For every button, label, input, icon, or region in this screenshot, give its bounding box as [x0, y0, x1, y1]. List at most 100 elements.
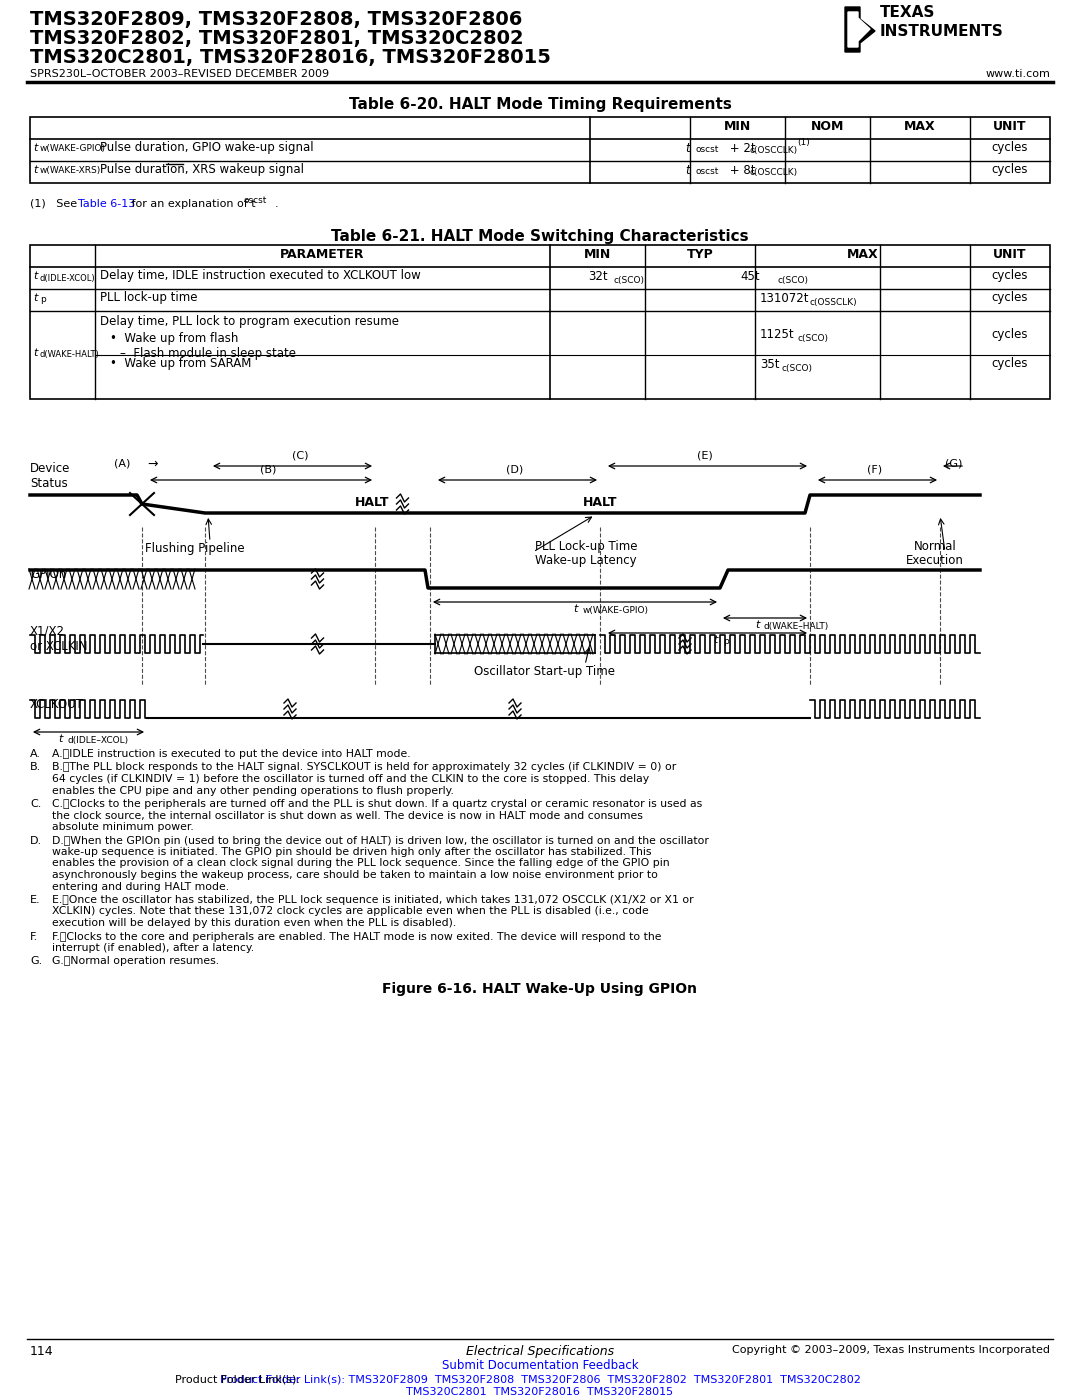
- Text: enables the CPU pipe and any other pending operations to flush properly.: enables the CPU pipe and any other pendi…: [52, 785, 454, 795]
- Text: G.	Normal operation resumes.: G. Normal operation resumes.: [52, 957, 219, 967]
- Text: G.: G.: [30, 957, 42, 967]
- Text: + 2t: + 2t: [726, 141, 755, 155]
- Text: MAX: MAX: [904, 120, 935, 133]
- Text: Table 6-20. HALT Mode Timing Requirements: Table 6-20. HALT Mode Timing Requirement…: [349, 96, 731, 112]
- Polygon shape: [845, 7, 875, 52]
- Text: c(SCO): c(SCO): [797, 334, 828, 344]
- Text: c(OSCCLK): c(OSCCLK): [750, 145, 798, 155]
- Text: TYP: TYP: [687, 247, 714, 260]
- Text: execution will be delayed by this duration even when the PLL is disabled).: execution will be delayed by this durati…: [52, 918, 456, 928]
- Text: →: →: [147, 457, 158, 471]
- Text: MIN: MIN: [584, 247, 611, 260]
- Text: Oscillator Start-up Time: Oscillator Start-up Time: [474, 665, 616, 678]
- Text: t: t: [685, 141, 690, 155]
- Text: t: t: [33, 165, 38, 175]
- Text: PARAMETER: PARAMETER: [280, 247, 365, 260]
- Text: Product Folder Link(s):: Product Folder Link(s):: [175, 1375, 300, 1384]
- Text: absolute minimum power.: absolute minimum power.: [52, 821, 193, 833]
- Text: C.	Clocks to the peripherals are turned off and the PLL is shut down. If a quart: C. Clocks to the peripherals are turned …: [52, 799, 702, 809]
- Text: X1/X2
or XCLKIN: X1/X2 or XCLKIN: [30, 624, 87, 652]
- Text: cycles: cycles: [991, 358, 1028, 370]
- Text: (F): (F): [867, 465, 882, 475]
- Text: E.	Once the oscillator has stabilized, the PLL lock sequence is initiated, which: E. Once the oscillator has stabilized, t…: [52, 895, 693, 905]
- Text: 131072t: 131072t: [760, 292, 810, 305]
- Text: Pulse duration, GPIO wake-up signal: Pulse duration, GPIO wake-up signal: [100, 141, 313, 155]
- Text: p: p: [723, 637, 729, 645]
- Text: oscst: oscst: [696, 145, 719, 155]
- Text: MAX: MAX: [847, 247, 878, 260]
- Text: t: t: [756, 620, 760, 630]
- Text: oscst: oscst: [696, 168, 719, 176]
- Text: w(WAKE-GPIO): w(WAKE-GPIO): [40, 144, 106, 152]
- Text: TMS320C2801, TMS320F28016, TMS320F28015: TMS320C2801, TMS320F28016, TMS320F28015: [30, 47, 551, 67]
- Text: TEXAS
INSTRUMENTS: TEXAS INSTRUMENTS: [880, 6, 1003, 39]
- Bar: [30, 117, 1050, 183]
- Text: D.	When the GPIOn pin (used to bring the device out of HALT) is driven low, the : D. When the GPIOn pin (used to bring the…: [52, 835, 708, 845]
- Text: t: t: [33, 142, 38, 154]
- Text: cycles: cycles: [991, 270, 1028, 282]
- Text: (D): (D): [507, 465, 524, 475]
- Text: enables the provision of a clean clock signal during the PLL lock sequence. Sinc: enables the provision of a clean clock s…: [52, 859, 670, 869]
- Text: TMS320F2809, TMS320F2808, TMS320F2806: TMS320F2809, TMS320F2808, TMS320F2806: [30, 10, 523, 29]
- Text: www.ti.com: www.ti.com: [985, 68, 1050, 80]
- Text: F.: F.: [30, 932, 38, 942]
- Text: XCLKOUT: XCLKOUT: [30, 697, 84, 711]
- Text: 35t: 35t: [760, 358, 780, 370]
- Text: w(WAKE-XRS): w(WAKE-XRS): [40, 165, 102, 175]
- Text: F.	Clocks to the core and peripherals are enabled. The HALT mode is now exited. : F. Clocks to the core and peripherals ar…: [52, 932, 661, 942]
- Text: (A): (A): [113, 460, 131, 469]
- Text: Delay time, PLL lock to program execution resume: Delay time, PLL lock to program executio…: [100, 314, 399, 328]
- Text: c(OSSCLK): c(OSSCLK): [810, 298, 858, 306]
- Text: 1125t: 1125t: [760, 328, 795, 341]
- Bar: [30, 244, 1050, 400]
- Text: MIN: MIN: [724, 120, 751, 133]
- Text: Execution: Execution: [906, 555, 964, 567]
- Text: 64 cycles (if CLKINDIV = 1) before the oscillator is turned off and the CLKIN to: 64 cycles (if CLKINDIV = 1) before the o…: [52, 774, 649, 784]
- Text: (1): (1): [797, 137, 810, 147]
- Text: .: .: [275, 198, 279, 210]
- Text: XCLKIN) cycles. Note that these 131,072 clock cycles are applicable even when th: XCLKIN) cycles. Note that these 131,072 …: [52, 907, 649, 916]
- Text: (1)   See: (1) See: [30, 198, 81, 210]
- Text: (C): (C): [292, 451, 308, 461]
- Text: TMS320F2802, TMS320F2801, TMS320C2802: TMS320F2802, TMS320F2801, TMS320C2802: [30, 29, 524, 47]
- Text: PLL Lock-up Time: PLL Lock-up Time: [535, 541, 637, 553]
- Text: d(WAKE–HALT): d(WAKE–HALT): [762, 622, 828, 631]
- Text: c(SCO): c(SCO): [613, 275, 645, 285]
- Text: d(WAKE-HALT): d(WAKE-HALT): [40, 351, 99, 359]
- Text: Product Folder Link(s): TMS320F2809  TMS320F2808  TMS320F2806  TMS320F2802  TMS3: Product Folder Link(s): TMS320F2809 TMS3…: [219, 1375, 861, 1384]
- Text: –  Flash module in sleep state: – Flash module in sleep state: [120, 346, 296, 360]
- Text: D.: D.: [30, 835, 42, 845]
- Text: oscst: oscst: [243, 196, 267, 205]
- Text: (E): (E): [697, 451, 713, 461]
- Text: •  Wake up from SARAM: • Wake up from SARAM: [110, 358, 252, 370]
- Text: cycles: cycles: [991, 163, 1028, 176]
- Text: cycles: cycles: [991, 141, 1028, 155]
- Text: UNIT: UNIT: [994, 120, 1027, 133]
- Text: + 8t: + 8t: [726, 163, 755, 176]
- Text: d(IDLE-XCOL): d(IDLE-XCOL): [40, 274, 96, 282]
- Text: Device
Status: Device Status: [30, 462, 70, 490]
- Text: (G): (G): [945, 460, 962, 469]
- Text: E.: E.: [30, 895, 41, 905]
- Text: Wake-up Latency: Wake-up Latency: [535, 555, 636, 567]
- Text: GPIOn: GPIOn: [30, 567, 66, 581]
- Text: Delay time, IDLE instruction executed to XCLKOUT low: Delay time, IDLE instruction executed to…: [100, 270, 421, 282]
- Text: PLL lock-up time: PLL lock-up time: [100, 292, 198, 305]
- Text: HALT: HALT: [583, 496, 618, 509]
- Polygon shape: [848, 13, 870, 47]
- Text: c(OSCCLK): c(OSCCLK): [750, 168, 798, 176]
- Text: B.	The PLL block responds to the HALT signal. SYSCLKOUT is held for approximatel: B. The PLL block responds to the HALT si…: [52, 763, 676, 773]
- Text: c(SCO): c(SCO): [777, 275, 808, 285]
- Text: cycles: cycles: [991, 328, 1028, 341]
- Text: A.	IDLE instruction is executed to put the device into HALT mode.: A. IDLE instruction is executed to put t…: [52, 749, 410, 759]
- Text: w(WAKE-GPIO): w(WAKE-GPIO): [583, 606, 649, 615]
- Text: t: t: [33, 348, 38, 358]
- Text: UNIT: UNIT: [994, 247, 1027, 260]
- Text: the clock source, the internal oscillator is shut down as well. The device is no: the clock source, the internal oscillato…: [52, 810, 643, 820]
- Text: t: t: [572, 604, 577, 615]
- Text: C.: C.: [30, 799, 41, 809]
- Text: Submit Documentation Feedback: Submit Documentation Feedback: [442, 1359, 638, 1372]
- Text: for an explanation of t: for an explanation of t: [129, 198, 256, 210]
- Text: d(IDLE–XCOL): d(IDLE–XCOL): [67, 736, 129, 745]
- Text: Pulse duration, XRS wakeup signal: Pulse duration, XRS wakeup signal: [100, 163, 303, 176]
